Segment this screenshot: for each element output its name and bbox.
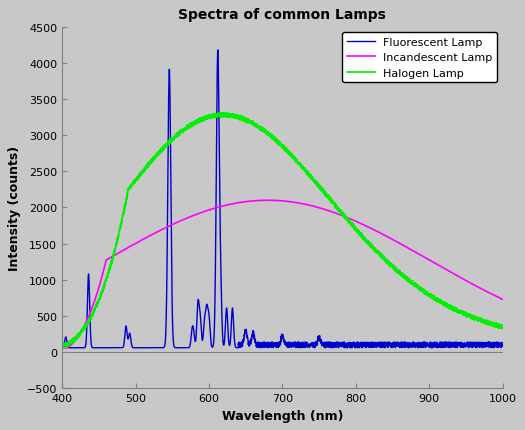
Incandescent Lamp xyxy=(491,293,497,298)
Incandescent Lamp xyxy=(265,198,271,203)
Halogen Lamp xyxy=(135,174,142,179)
Halogen Lamp xyxy=(491,324,498,329)
Incandescent Lamp xyxy=(499,297,506,302)
Fluorescent Lamp xyxy=(215,48,221,53)
Legend: Fluorescent Lamp, Incandescent Lamp, Halogen Lamp: Fluorescent Lamp, Incandescent Lamp, Hal… xyxy=(342,33,497,83)
Fluorescent Lamp xyxy=(109,345,116,350)
Fluorescent Lamp xyxy=(135,345,142,350)
Fluorescent Lamp xyxy=(499,342,506,347)
Halogen Lamp xyxy=(228,114,235,119)
Fluorescent Lamp xyxy=(247,338,254,343)
Halogen Lamp xyxy=(109,257,116,262)
Halogen Lamp xyxy=(59,344,65,349)
Fluorescent Lamp xyxy=(228,322,235,327)
Line: Incandescent Lamp: Incandescent Lamp xyxy=(62,201,502,348)
Incandescent Lamp xyxy=(109,254,116,259)
Halogen Lamp xyxy=(499,322,506,328)
Incandescent Lamp xyxy=(59,345,65,350)
Title: Spectra of common Lamps: Spectra of common Lamps xyxy=(178,8,386,22)
Y-axis label: Intensity (counts): Intensity (counts) xyxy=(8,146,22,270)
Line: Fluorescent Lamp: Fluorescent Lamp xyxy=(62,51,502,348)
Incandescent Lamp xyxy=(444,268,450,273)
Halogen Lamp xyxy=(218,111,224,116)
Incandescent Lamp xyxy=(228,202,234,207)
Halogen Lamp xyxy=(444,304,450,309)
Incandescent Lamp xyxy=(135,240,142,245)
Fluorescent Lamp xyxy=(72,345,79,350)
X-axis label: Wavelength (nm): Wavelength (nm) xyxy=(222,409,343,422)
Incandescent Lamp xyxy=(247,199,253,204)
Line: Halogen Lamp: Halogen Lamp xyxy=(62,114,502,348)
Fluorescent Lamp xyxy=(444,340,450,345)
Fluorescent Lamp xyxy=(491,345,498,350)
Halogen Lamp xyxy=(247,120,254,126)
Fluorescent Lamp xyxy=(59,345,65,350)
Halogen Lamp xyxy=(60,345,66,350)
